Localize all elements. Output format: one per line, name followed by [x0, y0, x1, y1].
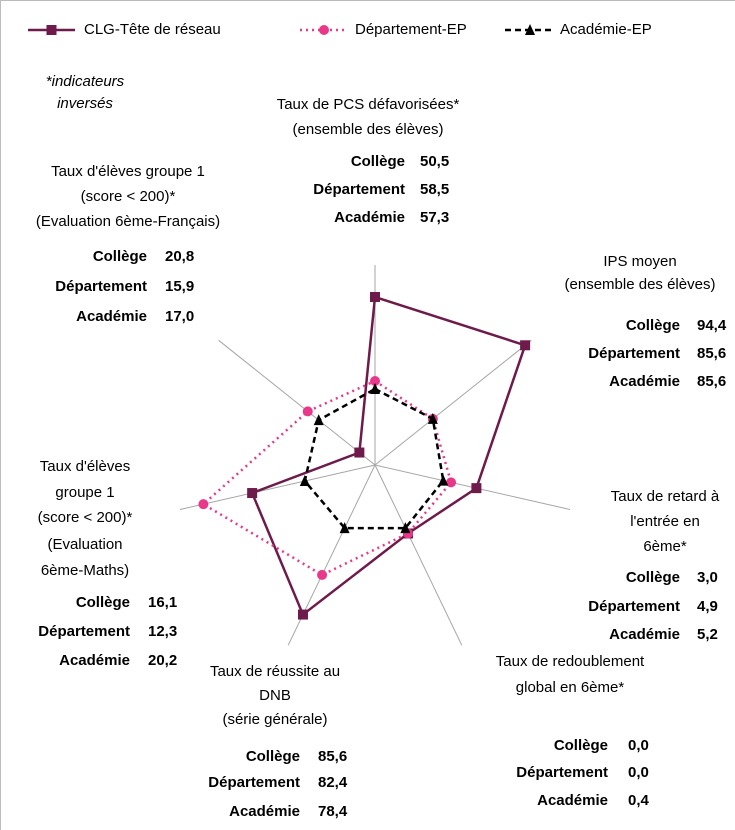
row-label: Département — [588, 345, 680, 362]
axis-label: Taux de réussite au — [210, 663, 340, 680]
row-value: 3,0 — [697, 569, 718, 586]
axis-label: (Evaluation 6ème-Français) — [36, 213, 220, 230]
row-label: Académie — [59, 652, 130, 669]
axis-label: DNB — [259, 687, 291, 704]
axis-label: groupe 1 — [55, 484, 114, 501]
marker — [247, 488, 258, 499]
axis-label: (ensemble des élèves) — [565, 276, 716, 293]
axis-label: (score < 200)* — [81, 188, 176, 205]
marker — [427, 412, 438, 424]
marker — [438, 474, 449, 486]
row-value: 94,4 — [697, 317, 727, 334]
row-label: Collège — [626, 569, 680, 586]
row-label: Département — [516, 764, 608, 781]
axis-label: (ensemble des élèves) — [293, 121, 444, 138]
axis-label: Taux de redoublement — [496, 653, 645, 670]
axis-label: 6ème* — [643, 538, 687, 555]
row-label: Académie — [229, 803, 300, 820]
marker — [400, 522, 411, 534]
row-value: 58,5 — [420, 181, 449, 198]
marker — [313, 414, 324, 426]
marker — [525, 24, 535, 35]
row-label: Académie — [609, 626, 680, 643]
row-label: Académie — [76, 308, 147, 325]
row-label: Département — [588, 598, 680, 615]
marker — [370, 376, 380, 386]
row-label: Collège — [246, 748, 300, 765]
marker — [370, 292, 380, 302]
marker — [317, 569, 328, 580]
row-label: Collège — [626, 317, 680, 334]
row-label: Collège — [93, 248, 147, 265]
spoke — [374, 339, 532, 466]
marker — [299, 475, 310, 487]
marker — [446, 477, 457, 488]
marker — [520, 340, 531, 351]
marker — [370, 383, 380, 394]
marker — [302, 406, 313, 417]
row-value: 57,3 — [420, 209, 449, 226]
axis-label: Taux d'élèves groupe 1 — [51, 163, 205, 180]
row-label: Collège — [554, 737, 608, 754]
series-line — [250, 295, 527, 617]
spoke — [374, 464, 463, 646]
axis-label: Taux de PCS défavorisées* — [277, 96, 460, 113]
legend-label: Département-EP — [355, 21, 467, 38]
legend-label: CLG-Tête de réseau — [84, 21, 221, 38]
row-value: 85,6 — [697, 345, 726, 362]
marker — [297, 609, 308, 620]
spoke — [218, 339, 376, 466]
axis-label: Taux d'élèves — [40, 458, 130, 475]
row-label: Collège — [76, 594, 130, 611]
row-value: 16,1 — [148, 594, 177, 611]
marker — [471, 483, 482, 494]
legend-label: Académie-EP — [560, 21, 652, 38]
axis-label: IPS moyen — [603, 253, 676, 270]
note: *indicateurs — [46, 73, 125, 90]
row-value: 82,4 — [318, 774, 348, 791]
row-value: 20,8 — [165, 248, 194, 265]
row-value: 4,9 — [697, 598, 718, 615]
axis-label: (score < 200)* — [38, 509, 133, 526]
row-value: 5,2 — [697, 626, 718, 643]
row-label: Académie — [537, 792, 608, 809]
row-value: 20,2 — [148, 652, 177, 669]
marker — [319, 25, 329, 35]
row-label: Département — [38, 623, 130, 640]
row-label: Académie — [609, 373, 680, 390]
row-label: Académie — [334, 209, 405, 226]
row-value: 12,3 — [148, 623, 177, 640]
axis-label: global en 6ème* — [516, 679, 625, 696]
row-value: 85,6 — [318, 748, 347, 765]
row-value: 0,4 — [628, 792, 650, 809]
row-value: 50,5 — [420, 153, 449, 170]
row-value: 0,0 — [628, 737, 649, 754]
row-label: Collège — [351, 153, 405, 170]
row-value: 17,0 — [165, 308, 194, 325]
row-label: Département — [208, 774, 300, 791]
note: inversés — [57, 95, 113, 112]
row-value: 78,4 — [318, 803, 348, 820]
row-label: Département — [55, 278, 147, 295]
series-line — [303, 387, 445, 530]
marker — [198, 499, 209, 510]
axis-label: Taux de retard à — [611, 488, 720, 505]
axis-label: l'entrée en — [630, 513, 700, 530]
marker — [46, 25, 57, 35]
axis-label: (Evaluation — [47, 536, 122, 553]
row-label: Département — [313, 181, 405, 198]
marker — [354, 447, 365, 458]
spoke — [179, 464, 376, 510]
row-value: 85,6 — [697, 373, 726, 390]
marker — [339, 522, 350, 534]
axis-label: 6ème-Maths) — [41, 562, 129, 579]
row-value: 15,9 — [165, 278, 194, 295]
axis-label: (série générale) — [222, 711, 327, 728]
row-value: 0,0 — [628, 764, 649, 781]
